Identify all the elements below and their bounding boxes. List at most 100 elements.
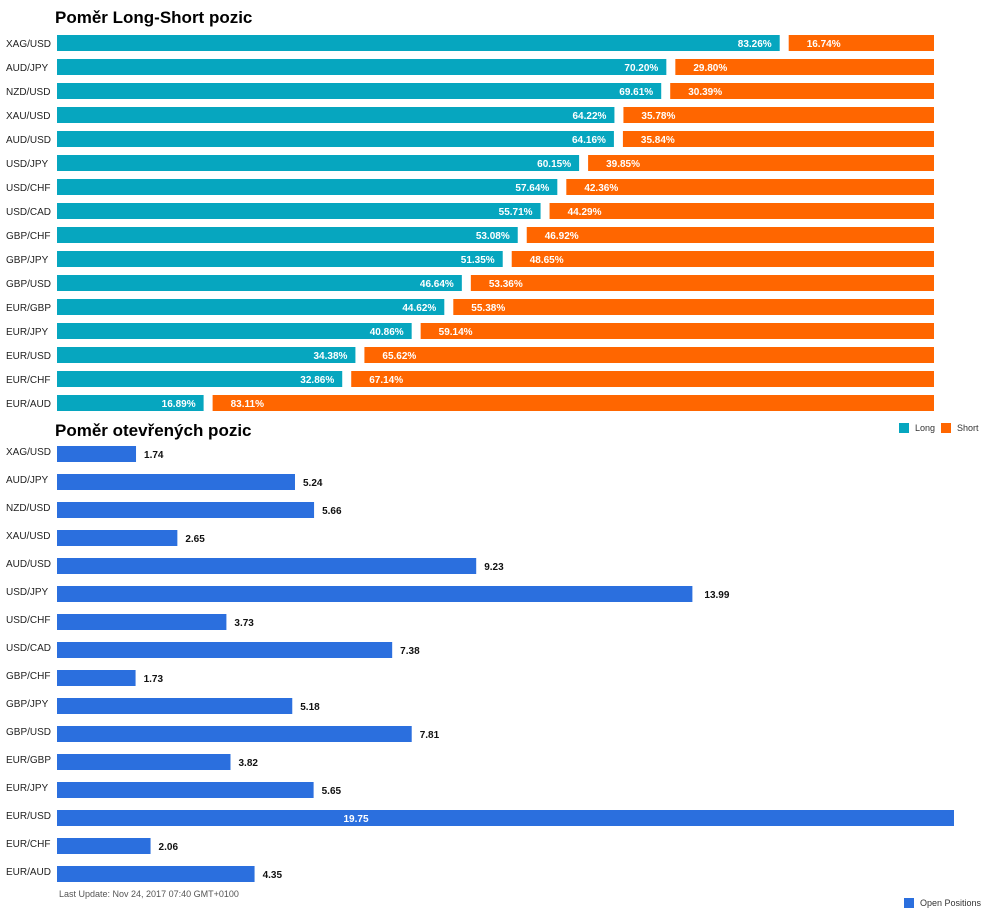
category-label-eur-jpy: EUR/JPY xyxy=(6,327,49,338)
short-value-label-eur-chf: 67.14% xyxy=(369,375,403,386)
open-category-label-gbp-jpy: GBP/JPY xyxy=(6,699,49,710)
long-bar-usd-jpy xyxy=(57,155,580,171)
long-bar-eur-aud xyxy=(57,395,204,411)
category-label-gbp-jpy: GBP/JPY xyxy=(6,255,49,266)
open-category-label-gbp-chf: GBP/CHF xyxy=(6,671,50,682)
legend-long-swatch xyxy=(899,423,909,433)
short-bar-eur-gbp xyxy=(453,299,934,315)
legend-open-positions: Open Positions xyxy=(904,898,981,908)
open-positions-bar-eur-gbp xyxy=(57,754,231,770)
short-value-label-eur-aud: 83.11% xyxy=(231,399,264,410)
long-value-label-usd-chf: 57.64% xyxy=(515,183,549,194)
category-label-usd-cad: USD/CAD xyxy=(6,207,51,218)
long-short-chart-title: Poměr Long-Short pozic xyxy=(55,8,253,27)
open-positions-bar-eur-chf xyxy=(57,838,151,854)
long-value-label-eur-jpy: 40.86% xyxy=(370,327,404,338)
open-category-label-eur-jpy: EUR/JPY xyxy=(6,783,49,794)
legend-long: Long xyxy=(899,423,935,433)
short-value-label-eur-jpy: 59.14% xyxy=(439,327,473,338)
open-category-label-eur-gbp: EUR/GBP xyxy=(6,755,51,766)
open-positions-bar-usd-jpy xyxy=(57,586,693,602)
long-bar-gbp-chf xyxy=(57,227,518,243)
open-positions-value-label-xag-usd: 1.74 xyxy=(144,450,164,461)
short-value-label-xau-usd: 35.78% xyxy=(641,111,675,122)
long-value-label-eur-aud: 16.89% xyxy=(162,399,196,410)
open-positions-bar-eur-aud xyxy=(57,866,255,882)
open-category-label-usd-chf: USD/CHF xyxy=(6,615,50,626)
legend-open-label: Open Positions xyxy=(920,898,982,908)
short-bar-aud-usd xyxy=(622,131,934,147)
long-bar-nzd-usd xyxy=(57,83,662,99)
category-label-usd-jpy: USD/JPY xyxy=(6,159,49,170)
category-label-usd-chf: USD/CHF xyxy=(6,183,50,194)
short-bar-nzd-usd xyxy=(670,83,934,99)
long-bar-aud-jpy xyxy=(57,59,667,75)
open-positions-value-label-aud-usd: 9.23 xyxy=(484,562,504,573)
short-value-label-xag-usd: 16.74% xyxy=(807,39,841,50)
open-positions-bar-xau-usd xyxy=(57,530,178,546)
open-positions-bar-gbp-chf xyxy=(57,670,136,686)
short-value-label-gbp-jpy: 48.65% xyxy=(530,255,564,266)
open-positions-bar-nzd-usd xyxy=(57,502,315,518)
open-positions-bar-usd-cad xyxy=(57,642,393,658)
open-positions-value-label-usd-cad: 7.38 xyxy=(400,646,420,657)
long-value-label-gbp-chf: 53.08% xyxy=(476,231,510,242)
short-bar-gbp-jpy xyxy=(511,251,934,267)
long-bar-gbp-usd xyxy=(57,275,462,291)
open-positions-value-label-eur-jpy: 5.65 xyxy=(322,786,342,797)
short-value-label-eur-usd: 65.62% xyxy=(382,351,416,362)
open-positions-value-label-gbp-jpy: 5.18 xyxy=(300,702,320,713)
category-label-eur-usd: EUR/USD xyxy=(6,351,51,362)
long-value-label-aud-usd: 64.16% xyxy=(572,135,606,146)
legend-short-swatch xyxy=(941,423,951,433)
short-bar-xag-usd xyxy=(788,35,934,51)
open-positions-value-label-usd-chf: 3.73 xyxy=(234,618,254,629)
open-category-label-aud-jpy: AUD/JPY xyxy=(6,475,49,486)
open-positions-value-label-gbp-usd: 7.81 xyxy=(420,730,440,741)
long-value-label-usd-jpy: 60.15% xyxy=(537,159,571,170)
short-value-label-usd-chf: 42.36% xyxy=(584,183,618,194)
long-value-label-gbp-usd: 46.64% xyxy=(420,279,454,290)
open-positions-value-label-xau-usd: 2.65 xyxy=(185,534,205,545)
open-positions-bar-eur-jpy xyxy=(57,782,314,798)
long-value-label-eur-chf: 32.86% xyxy=(300,375,334,386)
open-positions-value-label-aud-jpy: 5.24 xyxy=(303,478,323,489)
long-value-label-aud-jpy: 70.20% xyxy=(624,63,658,74)
open-category-label-eur-chf: EUR/CHF xyxy=(6,839,50,850)
short-value-label-usd-cad: 44.29% xyxy=(568,207,602,218)
short-bar-xau-usd xyxy=(623,107,934,123)
category-label-nzd-usd: NZD/USD xyxy=(6,87,50,98)
open-category-label-eur-aud: EUR/AUD xyxy=(6,867,51,878)
long-bar-usd-cad xyxy=(57,203,541,219)
open-positions-value-label-eur-chf: 2.06 xyxy=(159,842,179,853)
short-bar-gbp-usd xyxy=(470,275,934,291)
short-bar-gbp-chf xyxy=(526,227,934,243)
category-label-aud-jpy: AUD/JPY xyxy=(6,63,49,74)
long-value-label-gbp-jpy: 51.35% xyxy=(461,255,495,266)
long-bar-aud-usd xyxy=(57,131,614,147)
long-bar-eur-chf xyxy=(57,371,343,387)
open-positions-bar-gbp-jpy xyxy=(57,698,293,714)
open-positions-value-label-eur-usd: 19.75 xyxy=(343,814,368,825)
legend-short: Short xyxy=(941,423,979,433)
long-bar-xau-usd xyxy=(57,107,615,123)
category-label-eur-aud: EUR/AUD xyxy=(6,399,51,410)
open-category-label-usd-cad: USD/CAD xyxy=(6,643,51,654)
open-positions-bar-gbp-usd xyxy=(57,726,412,742)
short-value-label-gbp-usd: 53.36% xyxy=(489,279,523,290)
open-positions-value-label-eur-gbp: 3.82 xyxy=(238,758,258,769)
open-positions-bar-aud-usd xyxy=(57,558,477,574)
short-value-label-aud-jpy: 29.80% xyxy=(693,63,727,74)
open-positions-bar-xag-usd xyxy=(57,446,137,462)
open-category-label-nzd-usd: NZD/USD xyxy=(6,503,50,514)
open-positions-value-label-gbp-chf: 1.73 xyxy=(144,674,164,685)
long-value-label-usd-cad: 55.71% xyxy=(499,207,533,218)
long-bar-usd-chf xyxy=(57,179,558,195)
category-label-xag-usd: XAG/USD xyxy=(6,39,51,50)
category-label-gbp-chf: GBP/CHF xyxy=(6,231,50,242)
open-category-label-eur-usd: EUR/USD xyxy=(6,811,51,822)
open-positions-value-label-nzd-usd: 5.66 xyxy=(322,506,342,517)
open-positions-bar-aud-jpy xyxy=(57,474,295,490)
open-category-label-aud-usd: AUD/USD xyxy=(6,559,51,570)
legend-short-label: Short xyxy=(957,423,979,433)
